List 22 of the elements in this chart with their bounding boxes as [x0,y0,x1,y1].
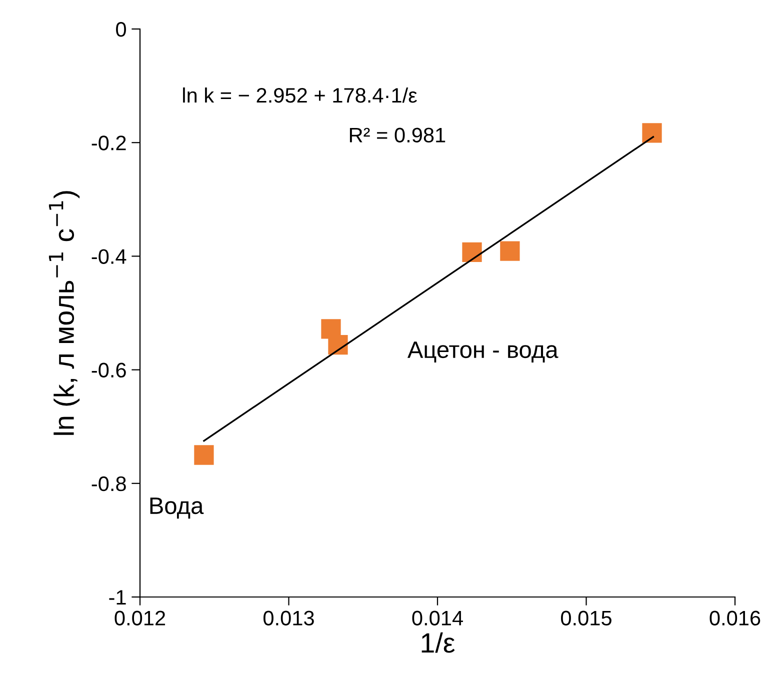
point [642,123,662,143]
y-tick-label: -0.4 [92,249,126,264]
point [194,445,214,465]
annotation: Вода [150,498,204,519]
point [500,241,520,261]
x-tick-label: 0.014 [412,610,463,626]
y-axis-title: ln (k, л моль$^{−1}$ с$^{−1}$) [48,191,80,435]
x-tick-label: 0.015 [561,610,612,626]
y-tick-label: -0.6 [92,362,126,378]
x-axis-title: 1/ε [422,632,455,653]
y-tick-label: -0.8 [92,476,126,492]
annotation: Ацетон - вода [407,342,558,363]
annotation: ln k = − 2.952 + 178.4·1/ε [183,87,417,103]
point [462,242,482,262]
x-tick-label: 0.016 [710,610,760,626]
point [328,334,348,355]
x-tick-label: 0.013 [264,610,314,626]
y-tick-label: -1 [109,590,126,605]
y-tick-label: 0 [116,22,126,37]
x-tick-label: 0.012 [114,610,166,626]
y-tick-label: -0.2 [92,136,126,150]
annotation: R² = 0.981 [350,128,446,143]
